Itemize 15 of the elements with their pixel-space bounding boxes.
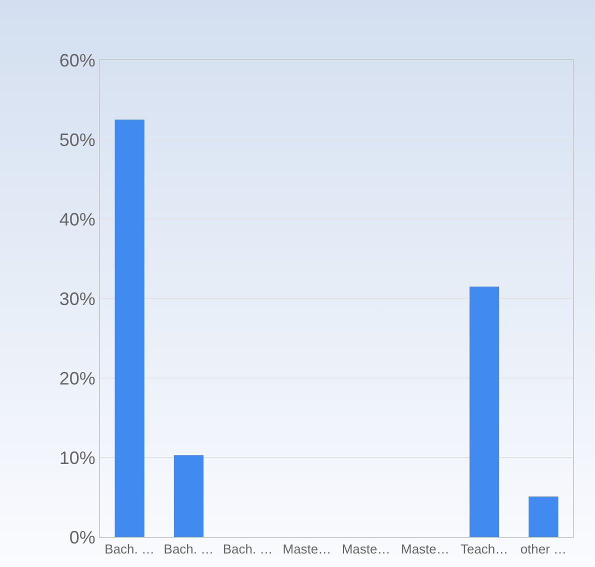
y-tick-label: 50%: [59, 130, 96, 150]
y-tick-label: 30%: [59, 288, 96, 309]
y-tick-label: 60%: [59, 50, 96, 70]
x-tick-label: Bach. …: [164, 542, 214, 557]
x-tick-label: Teach…: [460, 542, 508, 557]
x-tick-label: Maste…: [282, 542, 332, 557]
y-tick-label: 40%: [59, 209, 96, 230]
y-tick-label: 10%: [59, 448, 96, 468]
y-tick-label: 20%: [59, 368, 96, 388]
x-tick-label: Maste…: [342, 542, 390, 557]
x-tick-label: Maste…: [400, 542, 450, 557]
x-tick-label: Bach. …: [222, 542, 273, 557]
y-tick-label: 0%: [69, 527, 96, 548]
x-tick-label: other …: [520, 542, 567, 557]
x-tick-label: Bach. …: [104, 542, 154, 557]
